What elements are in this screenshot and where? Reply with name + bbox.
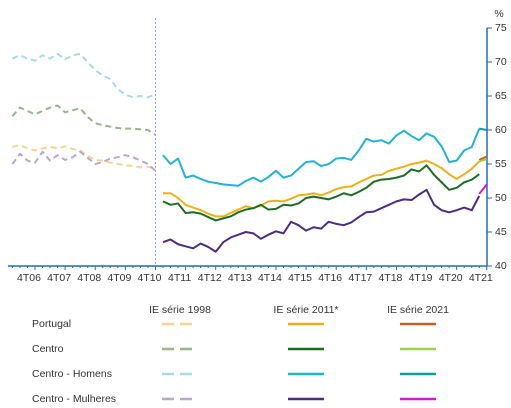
- series-line: [11, 52, 156, 99]
- legend-header: IE série 2011*: [273, 304, 338, 316]
- legend-label: Centro: [32, 343, 64, 355]
- series-line: [162, 128, 481, 187]
- y-tick-label: 50: [495, 192, 507, 204]
- series-line: [12, 143, 156, 170]
- x-tick-label: 4T06: [17, 272, 41, 284]
- x-tick-label: 4T09: [107, 272, 131, 284]
- series-line: [162, 188, 481, 253]
- x-tick-label: 4T07: [47, 272, 71, 284]
- series-line: [163, 159, 480, 218]
- x-tick-label: 4T19: [409, 272, 433, 284]
- x-tick-label: 4T15: [288, 272, 312, 284]
- y-tick-label: 75: [495, 22, 507, 34]
- series-line: [162, 164, 480, 222]
- y-unit: %: [494, 8, 503, 20]
- x-tick-label: 4T08: [77, 272, 101, 284]
- legend-header: IE série 1998: [149, 304, 211, 316]
- y-tick-label: 60: [495, 124, 507, 136]
- x-tick-label: 4T12: [198, 272, 222, 284]
- y-tick-label: 45: [495, 226, 507, 238]
- legend-label: Portugal: [32, 318, 71, 330]
- series-line: [479, 127, 487, 131]
- x-tick-label: 4T10: [138, 272, 162, 284]
- y-tick-label: 70: [495, 56, 507, 68]
- x-tick-label: 4T14: [258, 272, 282, 284]
- y-tick-label: 55: [495, 158, 507, 170]
- legend-header: IE série 2021: [387, 304, 449, 316]
- x-tick-label: 4T11: [168, 272, 191, 284]
- x-tick-label: 4T17: [348, 272, 372, 284]
- y-tick-label: 65: [495, 90, 507, 102]
- x-tick-label: 4T21: [469, 272, 493, 284]
- series-line: [478, 158, 488, 163]
- series-line: [11, 150, 157, 172]
- x-tick-label: 4T20: [439, 272, 463, 284]
- x-tick-label: 4T18: [378, 272, 402, 284]
- legend-label: Centro - Homens: [32, 368, 112, 380]
- y-tick-label: 40: [495, 260, 507, 272]
- series-line: [478, 183, 488, 195]
- x-tick-label: 4T13: [228, 272, 252, 284]
- legend-label: Centro - Mulheres: [32, 393, 116, 405]
- x-tick-label: 4T16: [318, 272, 342, 284]
- series-line: [11, 104, 157, 136]
- series-line: [478, 155, 488, 161]
